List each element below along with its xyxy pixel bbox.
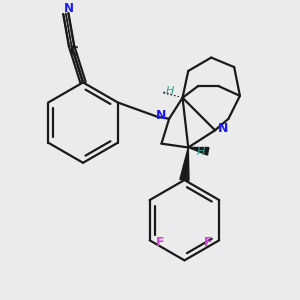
Text: N: N [64,2,74,16]
Text: H: H [166,86,175,96]
Polygon shape [188,148,209,155]
Text: C: C [69,45,78,58]
Text: N: N [155,109,166,122]
Text: F: F [204,236,213,249]
Text: N: N [218,122,229,135]
Text: F: F [156,236,165,249]
Text: H: H [196,147,205,157]
Polygon shape [180,148,189,181]
